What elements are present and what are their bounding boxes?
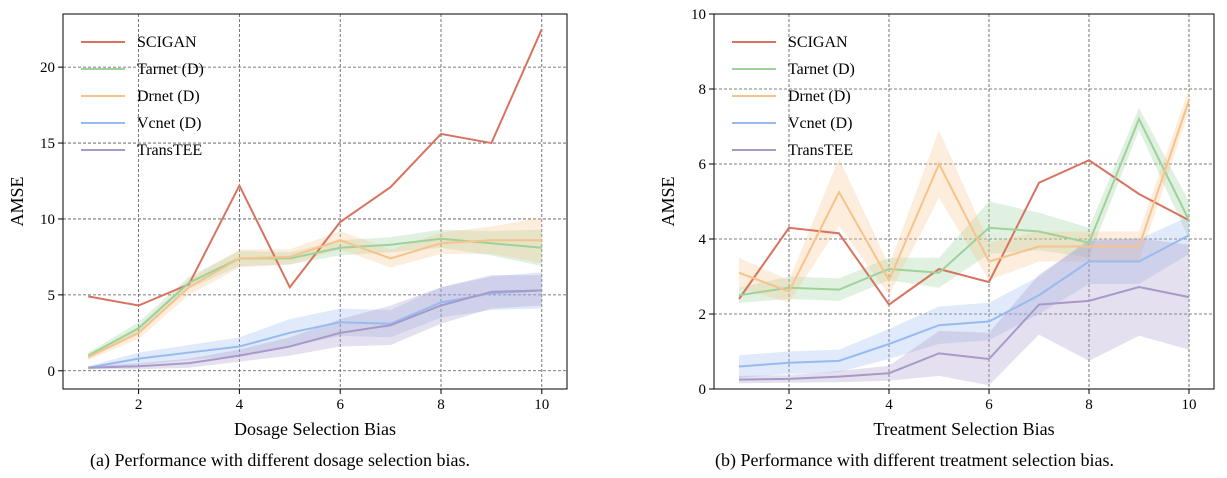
x-tick-label: 8 — [437, 397, 445, 413]
legend-label: TransTEE — [137, 142, 202, 159]
x-tick-label: 6 — [336, 397, 344, 413]
series-line-transtee — [88, 289, 542, 369]
series-line-transtee — [738, 285, 1190, 381]
legend-label: SCIGAN — [137, 34, 197, 51]
plot-frame — [713, 13, 1215, 390]
legend: SCIGAN Tarnet (D) Drnet (D) Vcnet (D) TransT… — [732, 34, 855, 159]
plot-frame — [62, 13, 568, 390]
x-tick-label: 6 — [985, 397, 993, 413]
y-tick-label: 2 — [699, 307, 707, 323]
caption-b: (b) Performance with different treatment… — [715, 450, 1115, 470]
x-tick-label: 10 — [1182, 397, 1197, 413]
legend-label: Drnet (D) — [788, 88, 851, 105]
legend: SCIGAN Tarnet (D) Drnet (D) Vcnet (D) TransT… — [81, 34, 204, 159]
y-tick-label: 10 — [40, 212, 55, 228]
series-line-scigan — [738, 159, 1190, 307]
legend-label: Tarnet (D) — [137, 61, 204, 78]
series-line-tarnet-d — [738, 116, 1190, 297]
legend-label: Tarnet (D) — [788, 61, 855, 78]
band-drnet-d- — [88, 217, 542, 361]
y-tick-label: 15 — [40, 136, 55, 152]
caption-a: (a) Performance with different dosage se… — [90, 450, 471, 470]
y-tick-label: 4 — [699, 232, 707, 248]
y-tick-label: 10 — [691, 7, 706, 23]
y-tick-label: 6 — [699, 157, 707, 173]
x-tick-label: 2 — [135, 397, 143, 413]
x-tick-label: 4 — [885, 397, 893, 413]
x-tick-label: 4 — [236, 397, 244, 413]
series-line-drnet-d — [87, 239, 542, 359]
chart-a: 2 4 6 8 10 0 5 10 15 20 Dosage Selection Bias AMSE S… — [7, 13, 568, 439]
legend-label: SCIGAN — [788, 34, 848, 51]
y-axis-label: AMSE — [7, 176, 27, 226]
x-tick-label: 2 — [785, 397, 793, 413]
y-axis-label: AMSE — [658, 176, 678, 226]
legend-label: Drnet (D) — [137, 88, 200, 105]
series-line-scigan — [88, 28, 543, 307]
x-axis-label: Treatment Selection Bias — [873, 419, 1054, 439]
legend-label: TransTEE — [788, 142, 853, 159]
band-vcnet-d- — [88, 272, 542, 370]
x-tick-label: 8 — [1085, 397, 1093, 413]
band-transtee — [739, 238, 1189, 386]
chart-b: 2 4 6 8 10 0 2 4 6 8 10 Treatment Selection Bias AMS… — [658, 7, 1215, 439]
y-tick-label: 0 — [699, 382, 707, 398]
y-tick-label: 8 — [699, 82, 707, 98]
x-axis-label: Dosage Selection Bias — [234, 419, 396, 439]
band-drnet-d- — [739, 89, 1189, 303]
band-tarnet-d- — [739, 107, 1189, 303]
legend-label: Vcnet (D) — [788, 115, 852, 132]
y-tick-label: 0 — [48, 364, 56, 380]
band-transtee — [88, 275, 542, 370]
x-tick-label: 10 — [534, 397, 549, 413]
series-line-vcnet-d — [738, 234, 1190, 368]
y-tick-label: 5 — [48, 288, 56, 304]
legend-label: Vcnet (D) — [137, 115, 201, 132]
series-line-drnet-d — [738, 99, 1190, 293]
y-tick-label: 20 — [40, 60, 55, 76]
band-vcnet-d- — [739, 216, 1189, 378]
